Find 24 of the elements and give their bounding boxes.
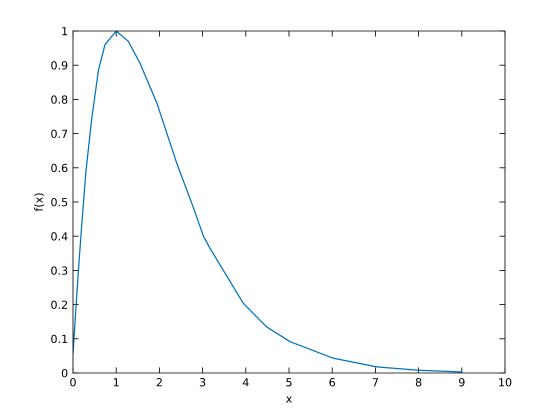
x-tick-label: 3 bbox=[200, 378, 206, 386]
y-tick-label: 0.7 bbox=[51, 130, 68, 138]
x-tick-label: 0 bbox=[70, 378, 76, 386]
y-axis-title: f(x) bbox=[34, 193, 44, 212]
y-tick-label: 0.5 bbox=[51, 198, 68, 206]
y-tick-label: 0.1 bbox=[51, 334, 68, 344]
x-tick-label: 5 bbox=[286, 378, 292, 386]
y-tick-label: 0 bbox=[62, 368, 68, 378]
x-tick-label: 1 bbox=[114, 378, 119, 386]
y-tick-label: 0.8 bbox=[51, 95, 68, 104]
y-tick-label: 0.3 bbox=[51, 266, 68, 275]
y-tick-label: 0.4 bbox=[51, 232, 68, 241]
y-tick-label: 0.6 bbox=[51, 164, 68, 172]
x-tick-label: 7 bbox=[372, 378, 378, 386]
y-tick-label: 0.9 bbox=[51, 61, 68, 70]
x-axis-title: x bbox=[286, 396, 292, 403]
y-tick-label: 1 bbox=[62, 27, 68, 36]
x-tick-label: 8 bbox=[416, 378, 422, 386]
x-tick-label: 9 bbox=[458, 378, 465, 386]
x-tick-label: 4 bbox=[242, 378, 249, 386]
x-tick-label: 2 bbox=[156, 378, 162, 386]
x-tick-label: 10 bbox=[499, 378, 512, 386]
y-tick-label: 0.2 bbox=[51, 300, 68, 309]
x-tick-label: 6 bbox=[329, 378, 336, 386]
